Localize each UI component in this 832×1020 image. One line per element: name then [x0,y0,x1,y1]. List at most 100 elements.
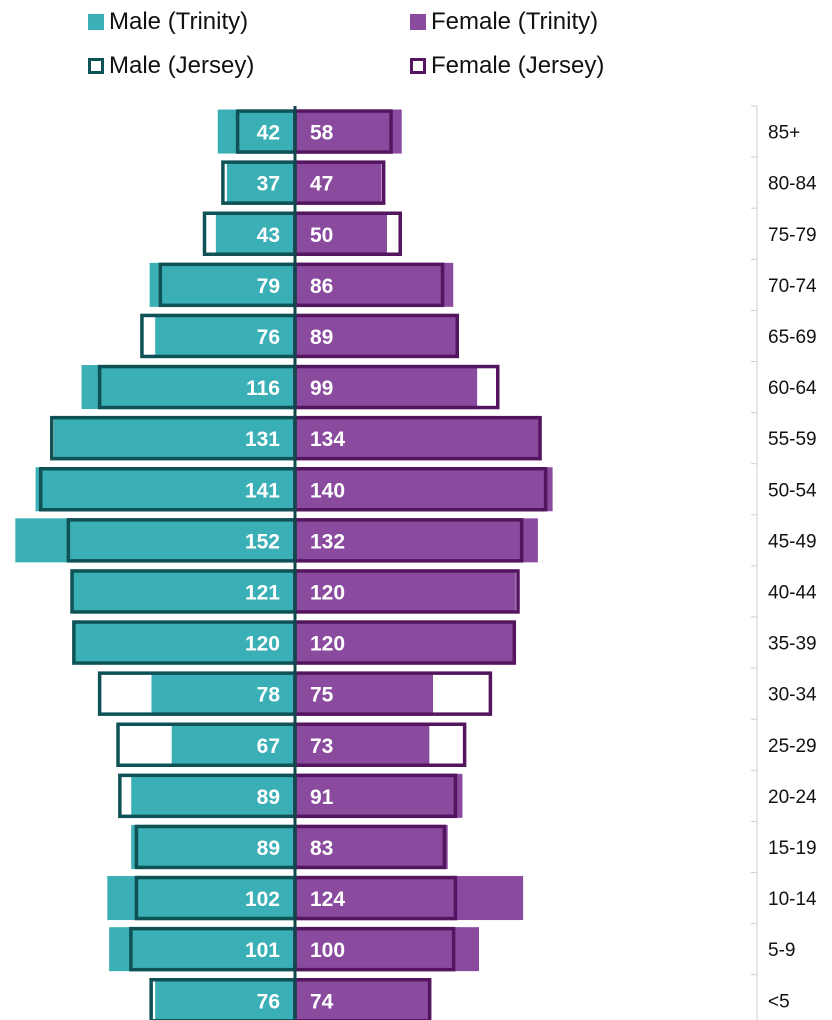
female-trinity-bar [295,109,402,154]
female-data-label: 140 [310,479,345,502]
male-data-label: 76 [257,990,280,1013]
female-trinity-bar [295,722,430,767]
age-group-label: 55-59 [768,429,817,450]
legend-label: Male (Trinity) [109,8,249,35]
male-trinity-bar [131,824,295,869]
male-data-label: 89 [257,786,280,809]
female-data-label: 74 [310,990,334,1013]
male-trinity-bar [53,416,296,461]
male-trinity-bar [151,671,295,716]
female-trinity-bar [295,365,478,410]
legend-item: Female (Trinity) [410,8,598,36]
male-data-label: 116 [246,377,280,400]
male-data-label: 89 [257,837,280,860]
male-trinity-bar [81,365,295,410]
male-data-label: 43 [257,224,280,247]
male-data-label: 37 [257,173,280,196]
male-data-label: 131 [245,428,280,451]
female-trinity-bar [295,671,433,716]
male-trinity-bar [107,876,295,921]
female-data-label: 83 [310,837,333,860]
legend-label: Female (Jersey) [431,52,605,79]
age-group-label: 75-79 [768,225,817,246]
male-data-label: 76 [257,326,280,349]
male-data-label: 79 [257,275,280,298]
age-group-label: 25-29 [768,736,817,757]
female-data-label: 120 [310,633,345,656]
male-data-label: 78 [257,684,281,707]
female-trinity-bar [295,773,463,818]
age-group-label: <5 [768,991,790,1012]
legend-item: Male (Trinity) [88,8,248,36]
age-group-label: 50-54 [768,480,817,501]
female-trinity-bar [295,467,553,512]
male-trinity-bar [171,722,295,767]
male-trinity-bar [217,109,295,154]
age-group-label: 65-69 [768,327,817,348]
female-trinity-bar [295,313,459,358]
male-data-label: 120 [245,633,280,656]
female-trinity-bar [295,978,432,1020]
legend-swatch [88,58,104,74]
female-data-label: 120 [310,581,345,604]
legend-item: Male (Jersey) [88,52,254,80]
age-group-label: 45-49 [768,531,817,552]
male-data-label: 152 [245,530,280,553]
female-data-label: 91 [310,786,334,809]
age-group-label: 40-44 [768,582,817,603]
male-trinity-bar [74,620,295,665]
male-trinity-bar [72,569,295,614]
female-trinity-bar [295,927,479,972]
legend-label: Male (Jersey) [109,52,255,79]
female-trinity-bar [295,160,382,205]
female-trinity-bar [295,824,448,869]
female-data-label: 89 [310,326,333,349]
female-data-label: 100 [310,939,345,962]
female-data-label: 58 [310,122,334,145]
legend: Male (Trinity) Female (Trinity) Male (Jers… [0,0,832,90]
age-group-label: 60-64 [768,378,817,399]
male-trinity-bar [155,313,295,358]
male-trinity-bar [226,160,295,205]
age-group-label: 30-34 [768,685,817,706]
male-trinity-bar [149,262,295,307]
legend-label: Female (Trinity) [431,8,599,35]
male-trinity-bar [109,927,295,972]
female-data-label: 47 [310,173,333,196]
male-trinity-bar [215,211,295,256]
male-data-label: 42 [257,122,280,145]
male-data-label: 101 [245,939,280,962]
age-group-label: 20-24 [768,787,817,808]
female-trinity-bar [295,416,542,461]
male-data-label: 67 [257,735,280,758]
legend-swatch [88,14,104,30]
legend-item: Female (Jersey) [410,52,604,80]
male-data-label: 102 [245,888,280,911]
female-trinity-bar [295,620,516,665]
legend-swatch [410,58,426,74]
female-trinity-bar [295,262,454,307]
female-data-label: 50 [310,224,333,247]
female-trinity-bar [295,876,524,921]
age-group-label: 15-19 [768,838,817,859]
female-data-label: 73 [310,735,333,758]
female-data-label: 75 [310,684,334,707]
male-trinity-bar [155,978,295,1020]
female-data-label: 132 [310,530,345,553]
age-group-label: 5-9 [768,940,795,961]
male-data-label: 141 [245,479,280,502]
age-group-label: 85+ [768,123,800,144]
legend-swatch [410,14,426,30]
male-trinity-bar [131,773,295,818]
female-data-label: 124 [310,888,345,911]
female-trinity-bar [295,518,538,563]
age-group-label: 10-14 [768,889,817,910]
age-group-label: 70-74 [768,276,817,297]
female-data-label: 86 [310,275,333,298]
female-data-label: 99 [310,377,333,400]
male-trinity-bar [15,518,295,563]
female-trinity-bar [295,211,387,256]
male-data-label: 121 [245,581,280,604]
age-group-label: 80-84 [768,174,817,195]
